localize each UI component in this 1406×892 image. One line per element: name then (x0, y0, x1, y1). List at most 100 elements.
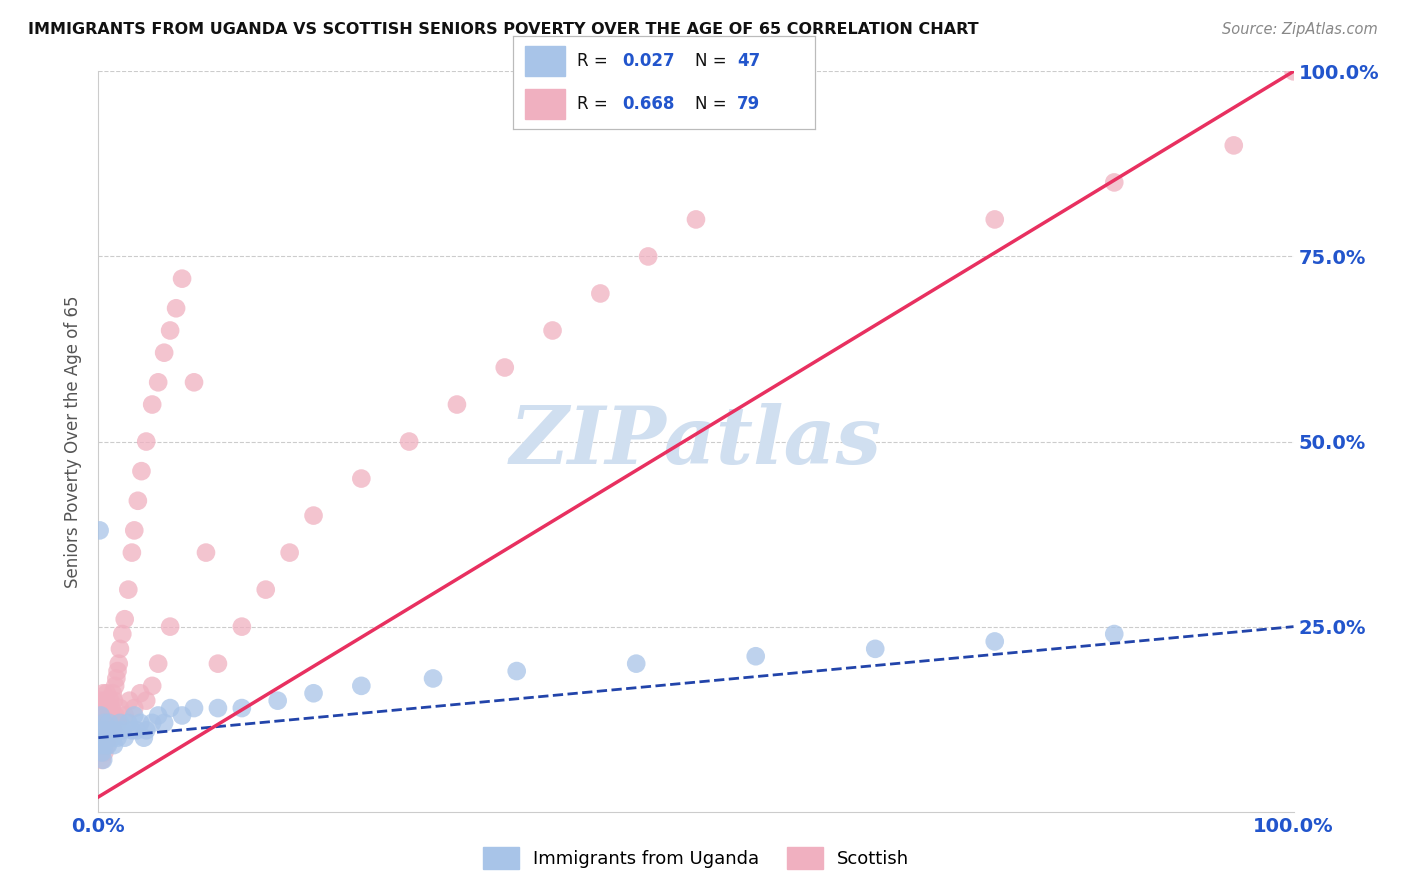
Point (350, 471, 373, 485)
Point (626, 657, 648, 671)
Point (105, 672, 128, 686)
Text: ZIPatlas: ZIPatlas (510, 403, 882, 480)
Point (91, 753, 114, 767)
Point (108, 701, 131, 715)
Point (1223, 138, 1246, 153)
Point (685, 212, 707, 227)
Point (93, 731, 115, 745)
Point (865, 641, 887, 656)
Point (302, 686, 325, 700)
Text: 0.027: 0.027 (621, 52, 675, 70)
Point (183, 376, 205, 390)
Point (1104, 175, 1126, 190)
Point (141, 715, 163, 730)
Point (398, 434, 420, 449)
Point (93, 738, 115, 752)
Point (745, 649, 768, 664)
Point (131, 464, 153, 478)
Point (195, 546, 218, 560)
Point (637, 250, 659, 264)
Point (91, 723, 114, 738)
Point (135, 723, 157, 738)
Point (98, 731, 122, 745)
Point (98, 731, 121, 745)
Point (96, 731, 118, 745)
Text: IMMIGRANTS FROM UGANDA VS SCOTTISH SENIORS POVERTY OVER THE AGE OF 65 CORRELATIO: IMMIGRANTS FROM UGANDA VS SCOTTISH SENIO… (28, 22, 979, 37)
Point (98, 715, 121, 730)
Point (494, 360, 516, 375)
Point (97, 738, 120, 752)
Point (231, 701, 253, 715)
Point (118, 694, 141, 708)
Point (89, 524, 111, 538)
Point (91, 753, 114, 767)
Point (91, 738, 114, 752)
Point (107, 715, 129, 730)
Point (159, 701, 181, 715)
Text: 0.668: 0.668 (621, 95, 675, 113)
Point (107, 664, 129, 678)
Point (207, 701, 229, 715)
Point (96, 686, 118, 700)
Point (159, 324, 181, 338)
Point (91, 731, 114, 745)
Text: 79: 79 (737, 95, 761, 113)
Point (350, 679, 373, 693)
Point (984, 634, 1007, 648)
Point (101, 723, 124, 738)
Point (125, 723, 148, 738)
Point (589, 286, 612, 301)
Legend: Immigrants from Uganda, Scottish: Immigrants from Uganda, Scottish (482, 847, 910, 870)
Point (91, 738, 114, 752)
Point (94, 723, 117, 738)
Point (89, 715, 111, 730)
Text: R =: R = (576, 52, 613, 70)
Point (90, 738, 112, 752)
Point (94, 723, 117, 738)
Point (132, 731, 155, 745)
Point (98, 694, 122, 708)
Point (94, 731, 117, 745)
Point (100, 701, 122, 715)
Point (135, 434, 157, 449)
Point (91, 686, 114, 700)
Point (100, 723, 122, 738)
Point (148, 376, 170, 390)
Point (91, 746, 114, 760)
Point (121, 723, 143, 738)
Point (94, 694, 117, 708)
Bar (526, 89, 565, 119)
Point (117, 582, 139, 597)
Point (541, 324, 564, 338)
Point (153, 715, 176, 730)
Point (98, 708, 121, 723)
Text: N =: N = (695, 95, 731, 113)
Point (97, 701, 120, 715)
Point (422, 672, 444, 686)
Point (91, 723, 114, 738)
Point (101, 686, 124, 700)
Point (114, 708, 136, 723)
Point (97, 723, 120, 738)
Point (91, 701, 114, 715)
Point (90, 731, 112, 745)
Point (93, 746, 115, 760)
Point (506, 664, 529, 678)
Point (111, 723, 134, 738)
Text: R =: R = (576, 95, 613, 113)
Point (89, 746, 111, 760)
Y-axis label: Seniors Poverty Over the Age of 65: Seniors Poverty Over the Age of 65 (65, 295, 83, 588)
Point (135, 694, 157, 708)
Point (148, 708, 170, 723)
Point (104, 679, 127, 693)
Point (93, 715, 115, 730)
Point (124, 524, 146, 538)
Point (172, 708, 194, 723)
Point (141, 398, 163, 412)
Point (111, 627, 134, 641)
Point (103, 694, 125, 708)
Point (90, 694, 112, 708)
Point (302, 508, 325, 523)
Point (124, 708, 146, 723)
Point (254, 582, 277, 597)
